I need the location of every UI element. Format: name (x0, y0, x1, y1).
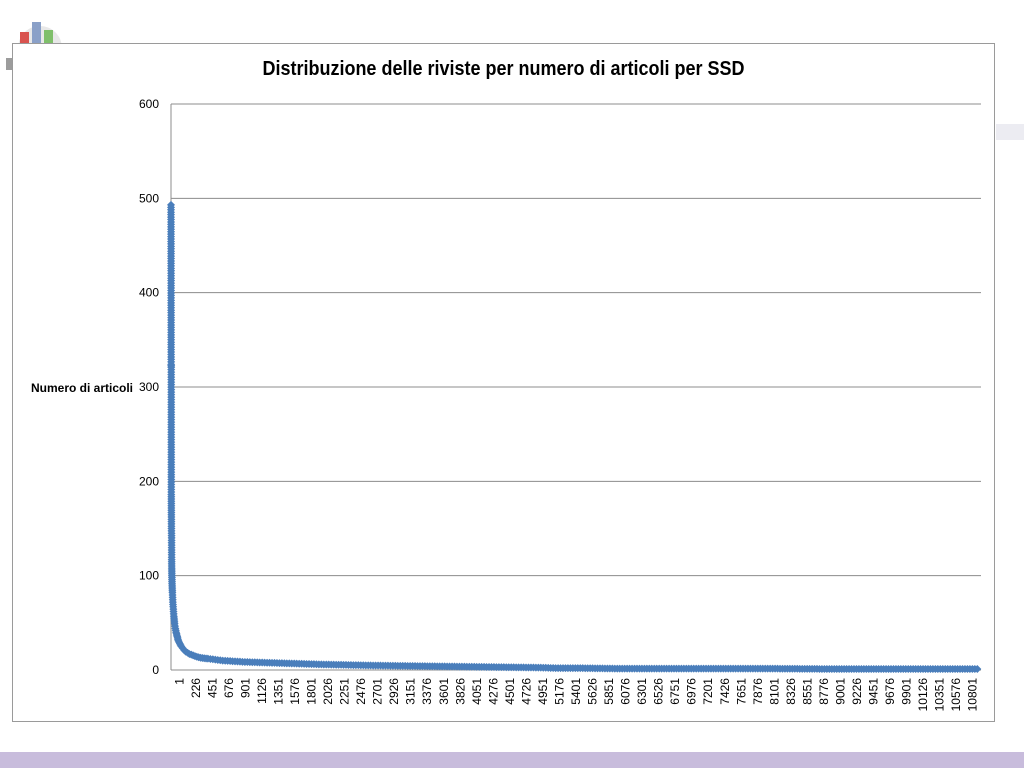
x-tick-label: 3151 (404, 678, 418, 705)
y-tick-label: 500 (139, 191, 159, 205)
x-tick-label: 9676 (883, 678, 897, 705)
x-tick-label: 1126 (255, 678, 269, 704)
y-tick-label: 400 (139, 286, 159, 300)
x-tick-label: 5626 (586, 678, 600, 705)
y-tick-label: 600 (139, 97, 159, 111)
y-axis-label: Numero di articoli (31, 381, 134, 395)
slide-decoration (996, 124, 1024, 140)
x-tick-label: 5176 (552, 678, 566, 705)
x-tick-label: 7876 (751, 678, 765, 705)
x-tick-label: 4726 (519, 678, 533, 705)
x-tick-label: 9901 (900, 678, 914, 705)
x-tick-label: 4501 (503, 678, 517, 705)
x-tick-label: 2251 (338, 678, 352, 705)
x-tick-label: 10576 (949, 678, 963, 712)
data-point (973, 665, 982, 674)
x-tick-label: 6076 (619, 678, 633, 705)
x-tick-label: 451 (205, 678, 219, 698)
x-tick-label: 6976 (685, 678, 699, 705)
x-tick-label: 9226 (850, 678, 864, 705)
x-tick-label: 10351 (933, 678, 947, 712)
x-tick-label: 5851 (602, 678, 616, 705)
x-tick-label: 8776 (817, 678, 831, 705)
x-tick-label: 3376 (420, 678, 434, 705)
x-tick-label: 6751 (668, 678, 682, 705)
x-tick-label: 3601 (437, 678, 451, 705)
x-tick-label: 7201 (701, 678, 715, 705)
x-tick-label: 8551 (800, 678, 814, 705)
x-tick-label: 2926 (387, 678, 401, 705)
x-tick-label: 10126 (916, 678, 930, 712)
x-tick-label: 3826 (453, 678, 467, 705)
x-tick-label: 4276 (486, 678, 500, 705)
x-tick-label: 5401 (569, 678, 583, 705)
chart-title: Distribuzione delle riviste per numero d… (262, 58, 745, 80)
x-tick-label: 1576 (288, 678, 302, 705)
x-tick-label: 1351 (271, 678, 285, 705)
plot: 0 100 200 300 400 500 600 1 226 451 676 901 1126 1351… (139, 97, 982, 712)
y-tick-label: 0 (152, 663, 159, 677)
y-tick-label: 200 (139, 474, 159, 488)
x-tick-label: 226 (189, 678, 203, 698)
x-tick-label: 2476 (354, 678, 368, 705)
x-tick-label: 9451 (867, 678, 881, 705)
chart-area: Distribuzione delle riviste per numero d… (12, 43, 995, 722)
x-tick-label: 4051 (470, 678, 484, 705)
x-tick-label: 2026 (321, 678, 335, 705)
slide-footer-band (0, 752, 1024, 768)
x-tick-label: 7426 (718, 678, 732, 705)
x-tick-label: 901 (238, 678, 252, 698)
x-tick-label: 4951 (536, 678, 550, 705)
y-tick-label: 300 (139, 380, 159, 394)
x-tick-label: 676 (222, 678, 236, 698)
x-tick-label: 9001 (833, 678, 847, 705)
x-tick-label: 2701 (371, 678, 385, 705)
x-tick-label: 1 (172, 678, 186, 685)
x-tick-label: 6301 (635, 678, 649, 705)
series-line (169, 204, 978, 671)
series-markers (167, 200, 982, 674)
y-tick-label: 100 (139, 569, 159, 583)
x-tick-label: 8326 (784, 678, 798, 705)
x-tick-label: 10801 (966, 678, 980, 712)
x-tick-label: 8101 (767, 678, 781, 705)
x-tick-label: 7651 (734, 678, 748, 705)
x-tick-label: 1801 (305, 678, 319, 705)
x-tick-label: 6526 (652, 678, 666, 705)
